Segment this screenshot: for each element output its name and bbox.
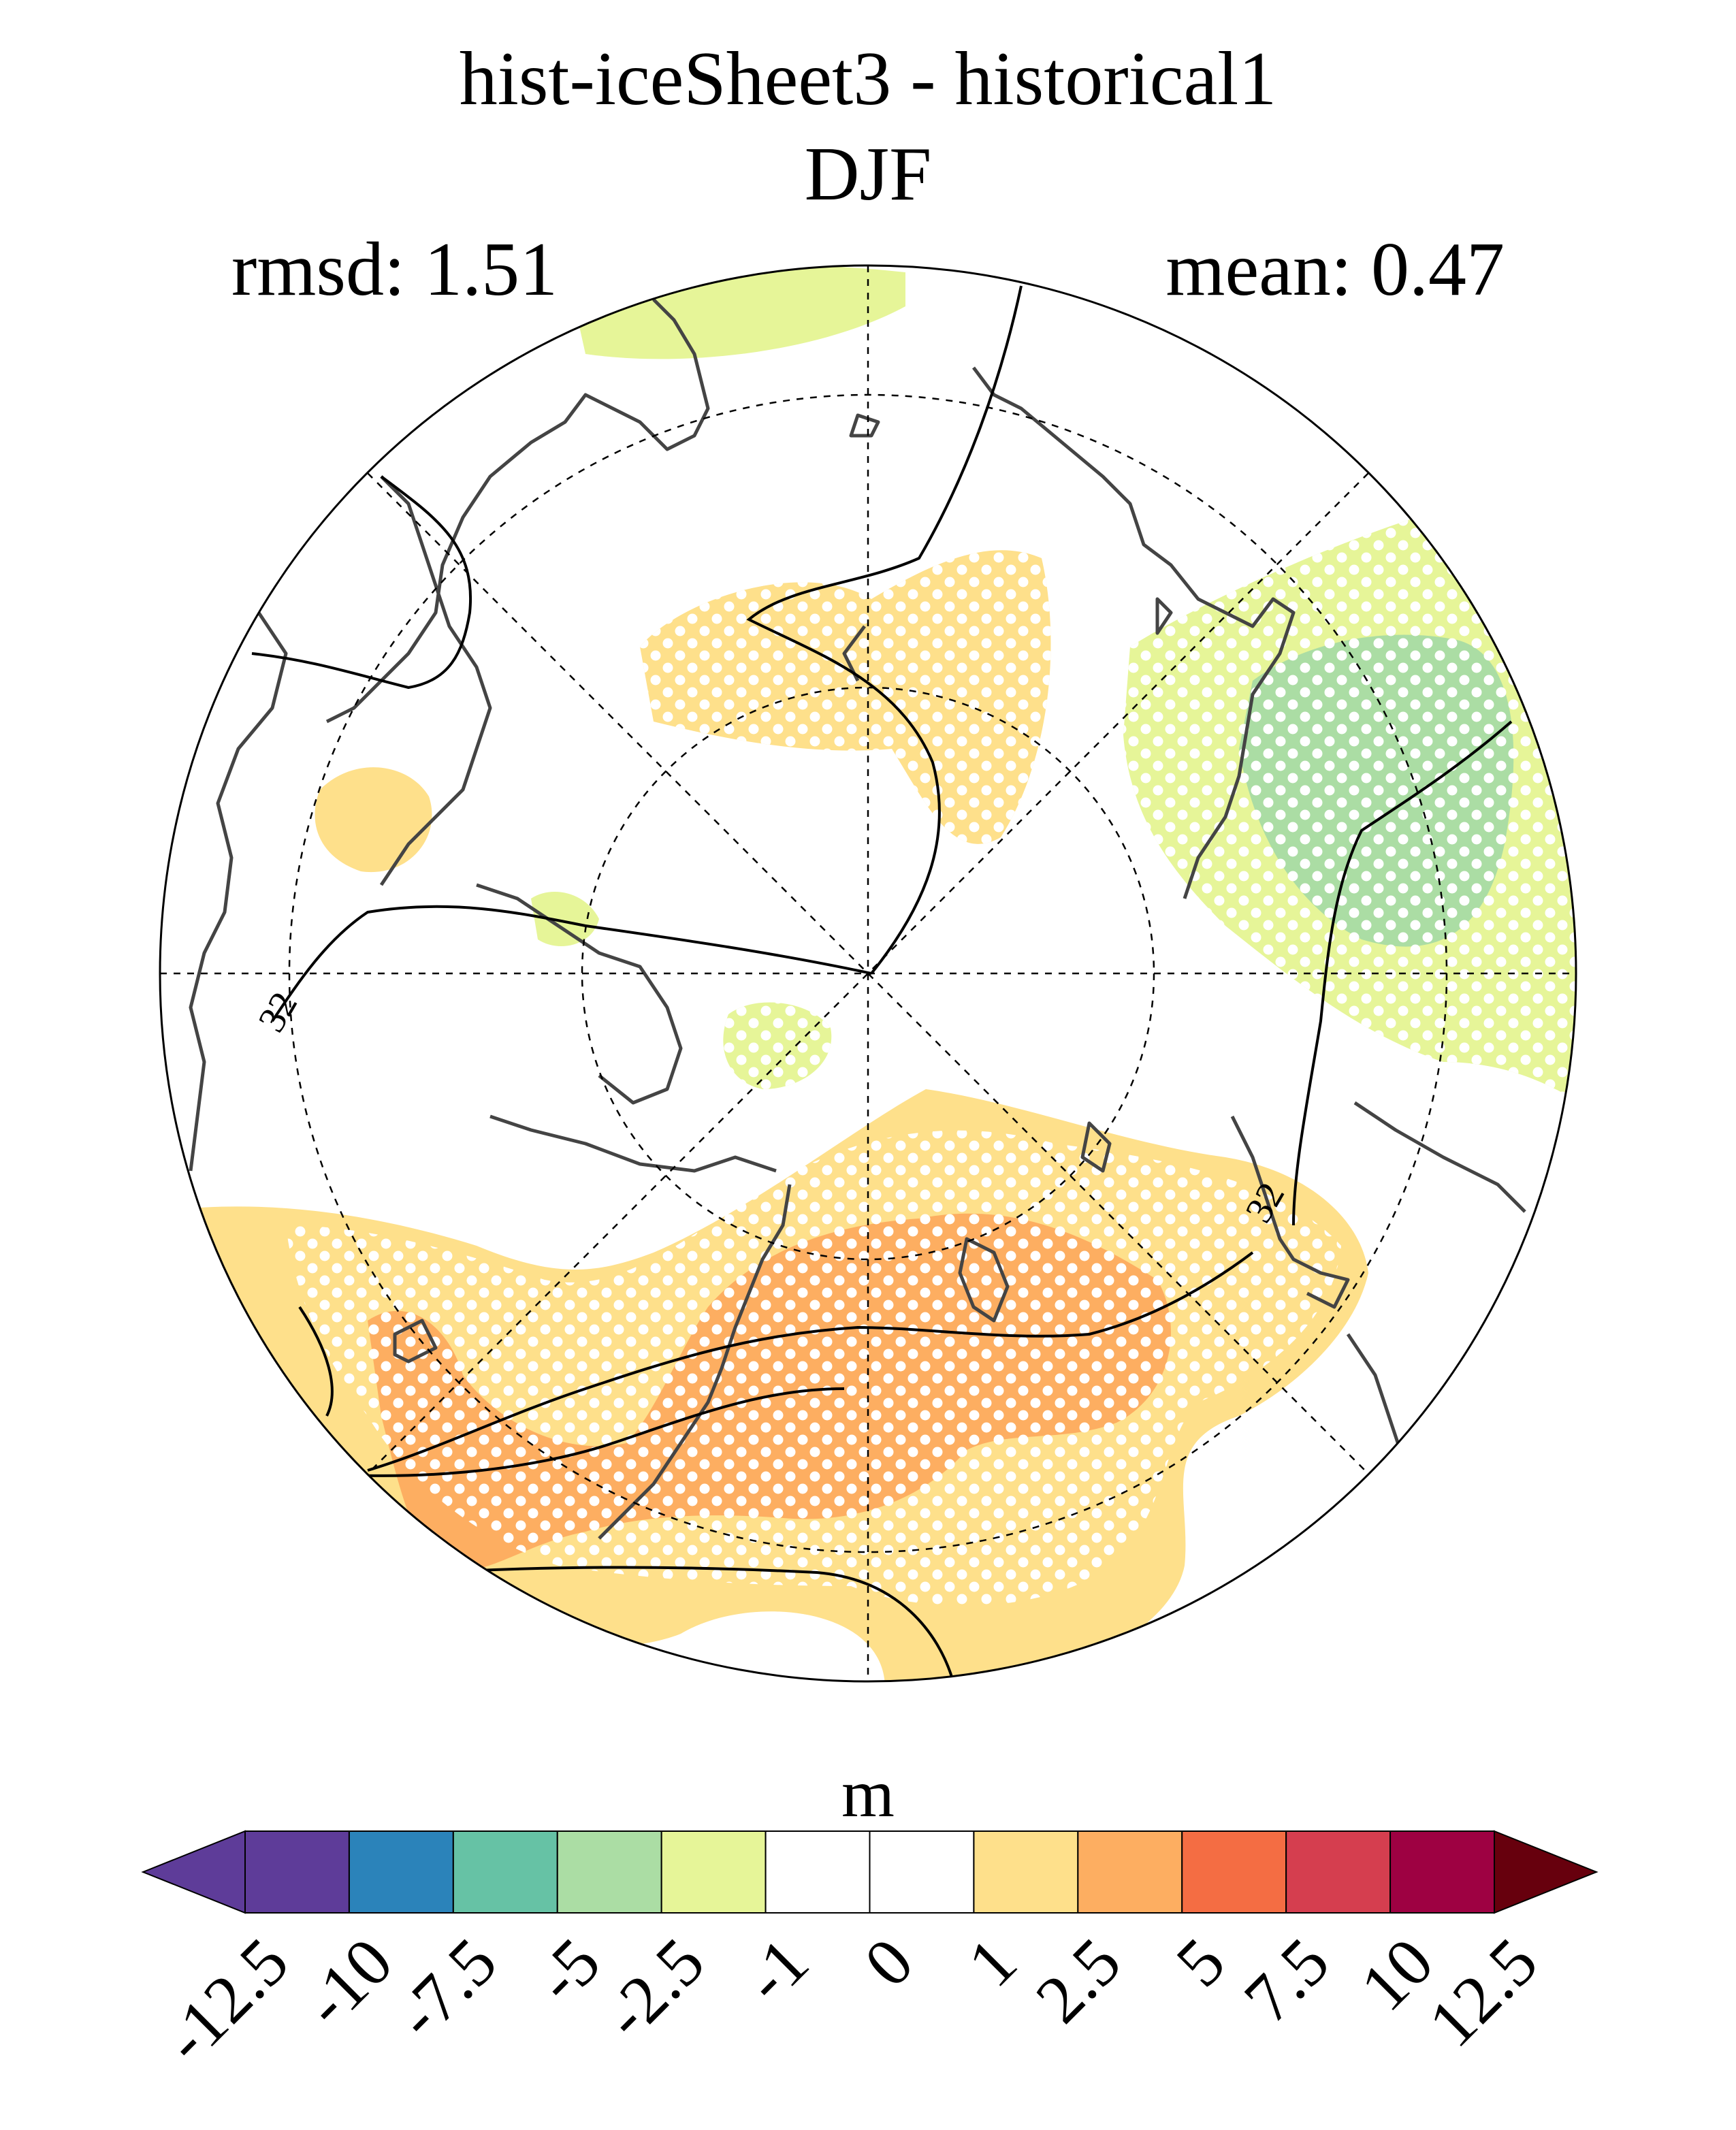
colorbar-cell: [1389, 1830, 1496, 1914]
colorbar-cell: [765, 1830, 871, 1914]
colorbar-cell: [244, 1830, 350, 1914]
colorbar-under-triangle: [141, 1830, 246, 1914]
colorbar: [141, 1830, 1598, 1914]
colorbar-unit: m: [841, 1756, 895, 1831]
contour-lines: [251, 285, 1513, 1681]
colorbar-cell: [869, 1830, 975, 1914]
colorbar-cell: [973, 1830, 1079, 1914]
colorbar-cell: [1077, 1830, 1183, 1914]
colorbar-cell: [660, 1830, 767, 1914]
colorbar-cell: [452, 1830, 558, 1914]
colorbar-cell: [1285, 1830, 1392, 1914]
stat-rmsd: rmsd: 1.51: [231, 227, 558, 312]
region-yellow-west: [315, 767, 432, 873]
title-season: DJF: [804, 132, 932, 216]
graticule: [160, 265, 1576, 1681]
title-line1: hist-iceSheet3 - historical1: [459, 37, 1277, 121]
stat-mean: mean: 0.47: [1166, 227, 1505, 312]
colorbar-cell: [556, 1830, 662, 1914]
coastlines: [189, 298, 1526, 1540]
colorbar-over-triangle: [1494, 1830, 1598, 1914]
region-light-green-small1: [531, 892, 599, 946]
colorbar-cell: [1181, 1830, 1287, 1914]
map-border: [159, 264, 1577, 1683]
colorbar-cell: [348, 1830, 454, 1914]
